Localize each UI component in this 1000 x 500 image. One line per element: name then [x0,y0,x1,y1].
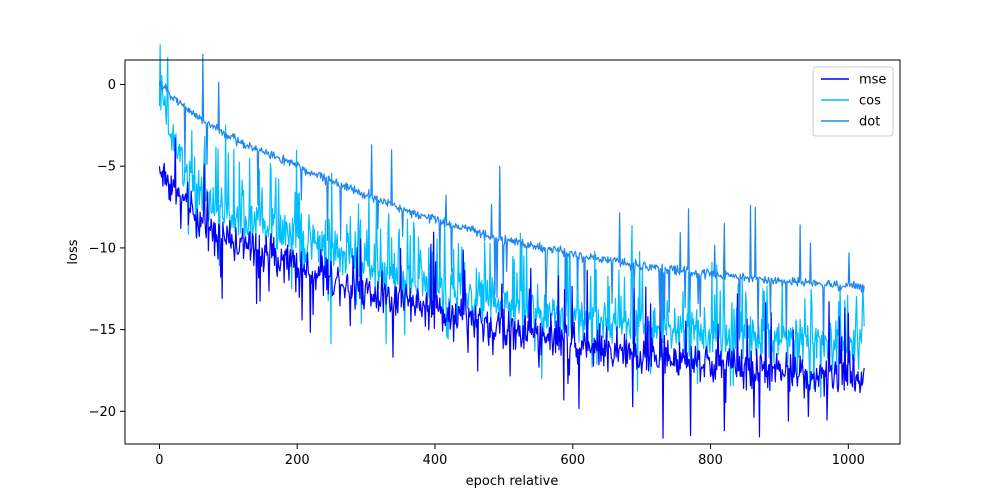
legend-box [812,66,894,137]
plot-frame [124,59,901,445]
x-axis-ticks: 0 200 400 600 800 1000 [155,444,865,468]
x-tick-label: 400 [423,453,448,468]
legend-label-dot: dot [859,115,880,130]
x-tick-label: 200 [285,453,310,468]
legend-label-mse: mse [859,73,886,88]
x-tick-label: 1000 [832,453,865,468]
y-tick-label: −5 [97,160,116,175]
y-tick-label: −20 [89,405,116,420]
y-tick-label: 0 [108,78,116,93]
legend-items: mse cos dot [821,73,886,130]
x-axis-label: epoch relative [466,474,559,489]
legend: mse cos dot [812,66,894,137]
x-tick-label: 800 [698,453,723,468]
y-tick-label: −10 [89,241,116,256]
legend-label-cos: cos [859,94,881,109]
y-axis-label: loss [66,239,81,264]
series-line-dot [158,53,865,347]
series-line-cos [158,44,865,398]
y-axis-ticks: 0 −5 −10 −15 −20 [89,78,125,420]
series-layer [158,44,865,439]
x-tick-label: 600 [560,453,585,468]
series-line-mse [158,137,865,439]
x-tick-label: 0 [155,453,163,468]
y-tick-label: −15 [89,323,116,338]
